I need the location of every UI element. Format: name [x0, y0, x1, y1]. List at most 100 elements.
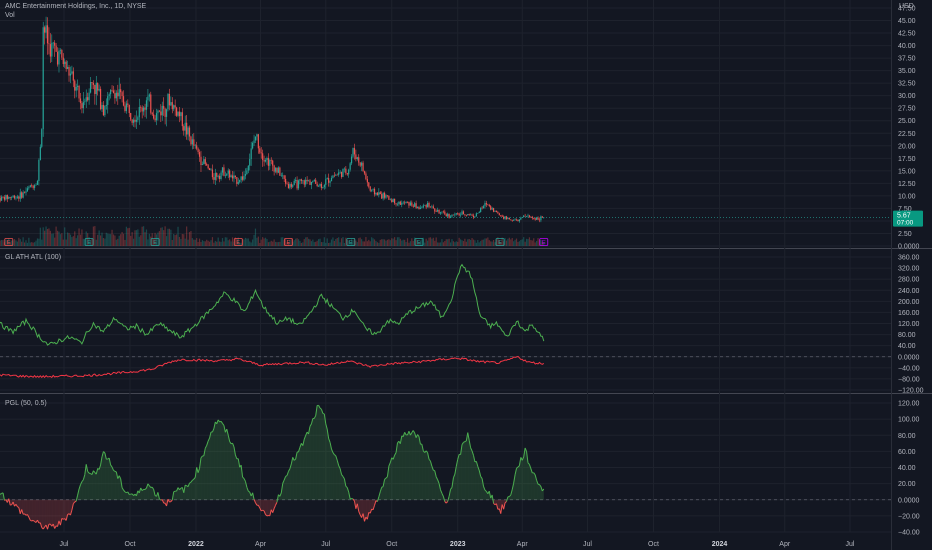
candle-body — [289, 184, 291, 189]
pgl-line-segment — [135, 490, 139, 496]
pgl-area-segment — [529, 464, 531, 500]
volume-bar — [349, 241, 351, 246]
pgl-area-segment — [327, 429, 329, 500]
pgl-line-segment — [429, 460, 433, 467]
candle-body — [480, 207, 482, 212]
y-tick-label: 200.00 — [898, 299, 920, 306]
earnings-marker — [414, 238, 424, 246]
y-tick-label: 320.00 — [898, 266, 920, 273]
volume-bar — [309, 239, 311, 246]
pgl-area-segment — [116, 471, 118, 500]
pgl-legend[interactable]: PGL (50, 0.5) — [5, 400, 47, 407]
pgl-area-segment — [436, 476, 438, 500]
volume-bar — [362, 241, 364, 246]
time-axis[interactable]: Jul Oct 2022 Apr Jul Oct 2023 Apr Jul Oct 2024 Apr J… — [60, 541, 855, 548]
volume-bar — [313, 242, 315, 246]
pgl-line-segment — [450, 487, 453, 490]
pgl-area-segment — [25, 499, 28, 516]
pgl-area-segment — [542, 488, 544, 500]
volume-bar — [270, 240, 272, 246]
candle-body — [23, 192, 26, 193]
candle-body — [296, 179, 298, 189]
candle-body — [197, 148, 199, 153]
volume-bar — [491, 241, 493, 246]
pgl-line-segment — [478, 470, 482, 477]
pgl-line-segment — [339, 468, 343, 475]
pgl-line-segment — [265, 514, 268, 517]
candle-body — [51, 42, 53, 57]
pgl-area-segment — [424, 450, 427, 500]
pgl-area-segment — [226, 429, 229, 500]
volume-bar — [11, 240, 13, 246]
volume-bar — [114, 235, 116, 246]
candle-body — [342, 168, 344, 177]
pgl-line-segment — [528, 464, 532, 469]
gl-legend[interactable]: GL ATH ATL (100) — [5, 254, 61, 261]
candle-body — [290, 184, 292, 187]
volume-bar — [219, 241, 221, 246]
pgl-line-segment — [144, 487, 147, 490]
pgl-area-segment — [462, 442, 464, 500]
volume-bar — [5, 239, 7, 246]
candle-body — [45, 25, 47, 33]
gl-axis[interactable]: −120.00 −80.00 −40.00 0.0000 40.00 80.00 120.0… — [898, 255, 924, 395]
volume-legend[interactable]: Vol — [5, 12, 15, 19]
pgl-area-segment — [467, 432, 470, 500]
candle-body — [206, 163, 208, 166]
pgl-line-segment — [120, 478, 123, 488]
candle-body — [52, 42, 54, 44]
pgl-area-segment — [216, 419, 219, 500]
pgl-area-segment — [472, 450, 474, 500]
volume-bar — [487, 237, 489, 246]
pgl-line-segment — [91, 470, 94, 475]
pgl-area-segment — [328, 438, 331, 500]
candle-body — [402, 202, 404, 204]
candle-body — [415, 203, 417, 209]
pgl-line-segment — [47, 524, 50, 530]
candle-body — [418, 207, 420, 210]
pgl-area-segment — [225, 429, 227, 500]
pgl-area-segment — [407, 431, 409, 500]
pgl-area-segment — [244, 478, 246, 500]
pgl-line-segment — [521, 456, 525, 461]
pgl-area-segment — [335, 455, 338, 500]
volume-bar — [474, 240, 476, 246]
price-axis[interactable]: 0.0000 2.50 7.50 10.00 12.50 15.00 17.50 20.00 2… — [898, 6, 920, 251]
pgl-area-segment — [218, 419, 220, 500]
volume-bar — [196, 238, 198, 246]
y-tick-label: 40.00 — [898, 343, 916, 350]
symbol-title[interactable]: AMC Entertainment Holdings, Inc., 1D, NY… — [5, 3, 147, 10]
volume-bar — [144, 232, 146, 246]
pgl-line-segment — [141, 488, 144, 492]
pgl-line-segment — [2, 492, 5, 501]
candle-body — [244, 174, 247, 176]
pgl-line-segment — [292, 457, 295, 461]
candle-body — [396, 203, 399, 205]
pgl-axis[interactable]: −40.00 −20.00 0.0000 20.00 40.00 60.00 80.00 10… — [898, 401, 920, 537]
pgl-area-segment — [396, 442, 398, 500]
pgl-area-segment — [344, 478, 346, 500]
y-tick-label: −20.00 — [898, 513, 920, 520]
volume-bar — [418, 242, 420, 246]
pgl-area-segment — [149, 485, 151, 500]
pgl-line-segment — [25, 514, 28, 516]
pgl-area-segment — [539, 484, 541, 500]
pgl-line-segment — [448, 489, 452, 497]
y-tick-label: 120.00 — [898, 401, 920, 408]
pgl-area-segment — [304, 435, 306, 500]
pgl-area-segment — [64, 499, 67, 521]
volume-bar — [441, 239, 443, 246]
volume-bar — [167, 228, 169, 246]
pgl-area-segment — [47, 499, 49, 530]
earnings-marker — [233, 238, 243, 246]
pgl-area-segment — [63, 499, 65, 520]
pgl-line-segment — [353, 500, 357, 509]
volume-bar — [101, 232, 103, 246]
volume-bar — [449, 242, 452, 246]
volume-bar — [533, 238, 535, 246]
candle-body — [326, 178, 328, 180]
volume-bar — [299, 240, 301, 246]
pgl-line-segment — [124, 491, 127, 494]
